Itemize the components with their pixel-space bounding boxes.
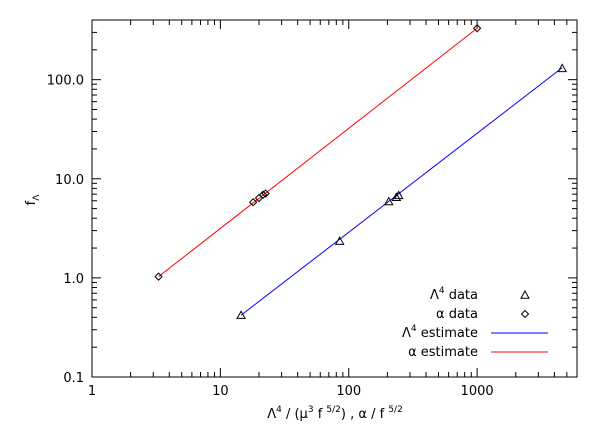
y-tick-label: 100.0	[47, 74, 84, 89]
x-tick-label: 10	[212, 384, 229, 399]
axis-ticks	[91, 19, 578, 378]
x-tick-label: 1000	[461, 384, 494, 399]
triangle-marker	[391, 192, 402, 202]
legend-label: α estimate	[408, 345, 478, 360]
triangle-marker	[383, 196, 394, 206]
x-axis-label: Λ4 / (μ3 f 5/2) , α / f 5/2	[267, 405, 403, 422]
legend-label: Λ4 data	[430, 286, 478, 303]
legend-label: Λ4 estimate	[402, 324, 478, 341]
triangle-marker	[334, 236, 345, 245]
legend-diamond-symbol	[520, 309, 530, 319]
legend: Λ4 data α data Λ4 estimate α estimate	[402, 286, 548, 360]
diamond-marker	[248, 198, 258, 207]
y-tick-label: 10.0	[55, 173, 84, 188]
estimate-line	[240, 67, 563, 316]
diamond-marker	[154, 272, 163, 281]
triangle-marker	[557, 63, 568, 73]
estimate-lines	[158, 27, 563, 316]
x-tick-label: 1	[88, 384, 96, 399]
plot-frame	[91, 19, 578, 378]
diamond-marker	[472, 24, 482, 33]
estimate-line	[158, 27, 478, 278]
diamond-marker	[258, 190, 268, 199]
triangle-marker	[236, 310, 246, 319]
legend-triangle-symbol	[520, 289, 530, 299]
legend-label: α data	[436, 307, 478, 322]
y-tick-label: 1.0	[63, 272, 84, 287]
triangle-marker	[393, 190, 404, 200]
y-axis-label: fΛ	[24, 194, 42, 206]
diamond-marker	[261, 189, 270, 198]
x-tick-label: 100	[336, 384, 361, 399]
data-markers	[154, 24, 568, 319]
y-tick-label: 0.1	[63, 371, 84, 386]
tick-labels: 1 10 100 1000 0.1 1.0 10.0 100.0	[47, 74, 494, 399]
